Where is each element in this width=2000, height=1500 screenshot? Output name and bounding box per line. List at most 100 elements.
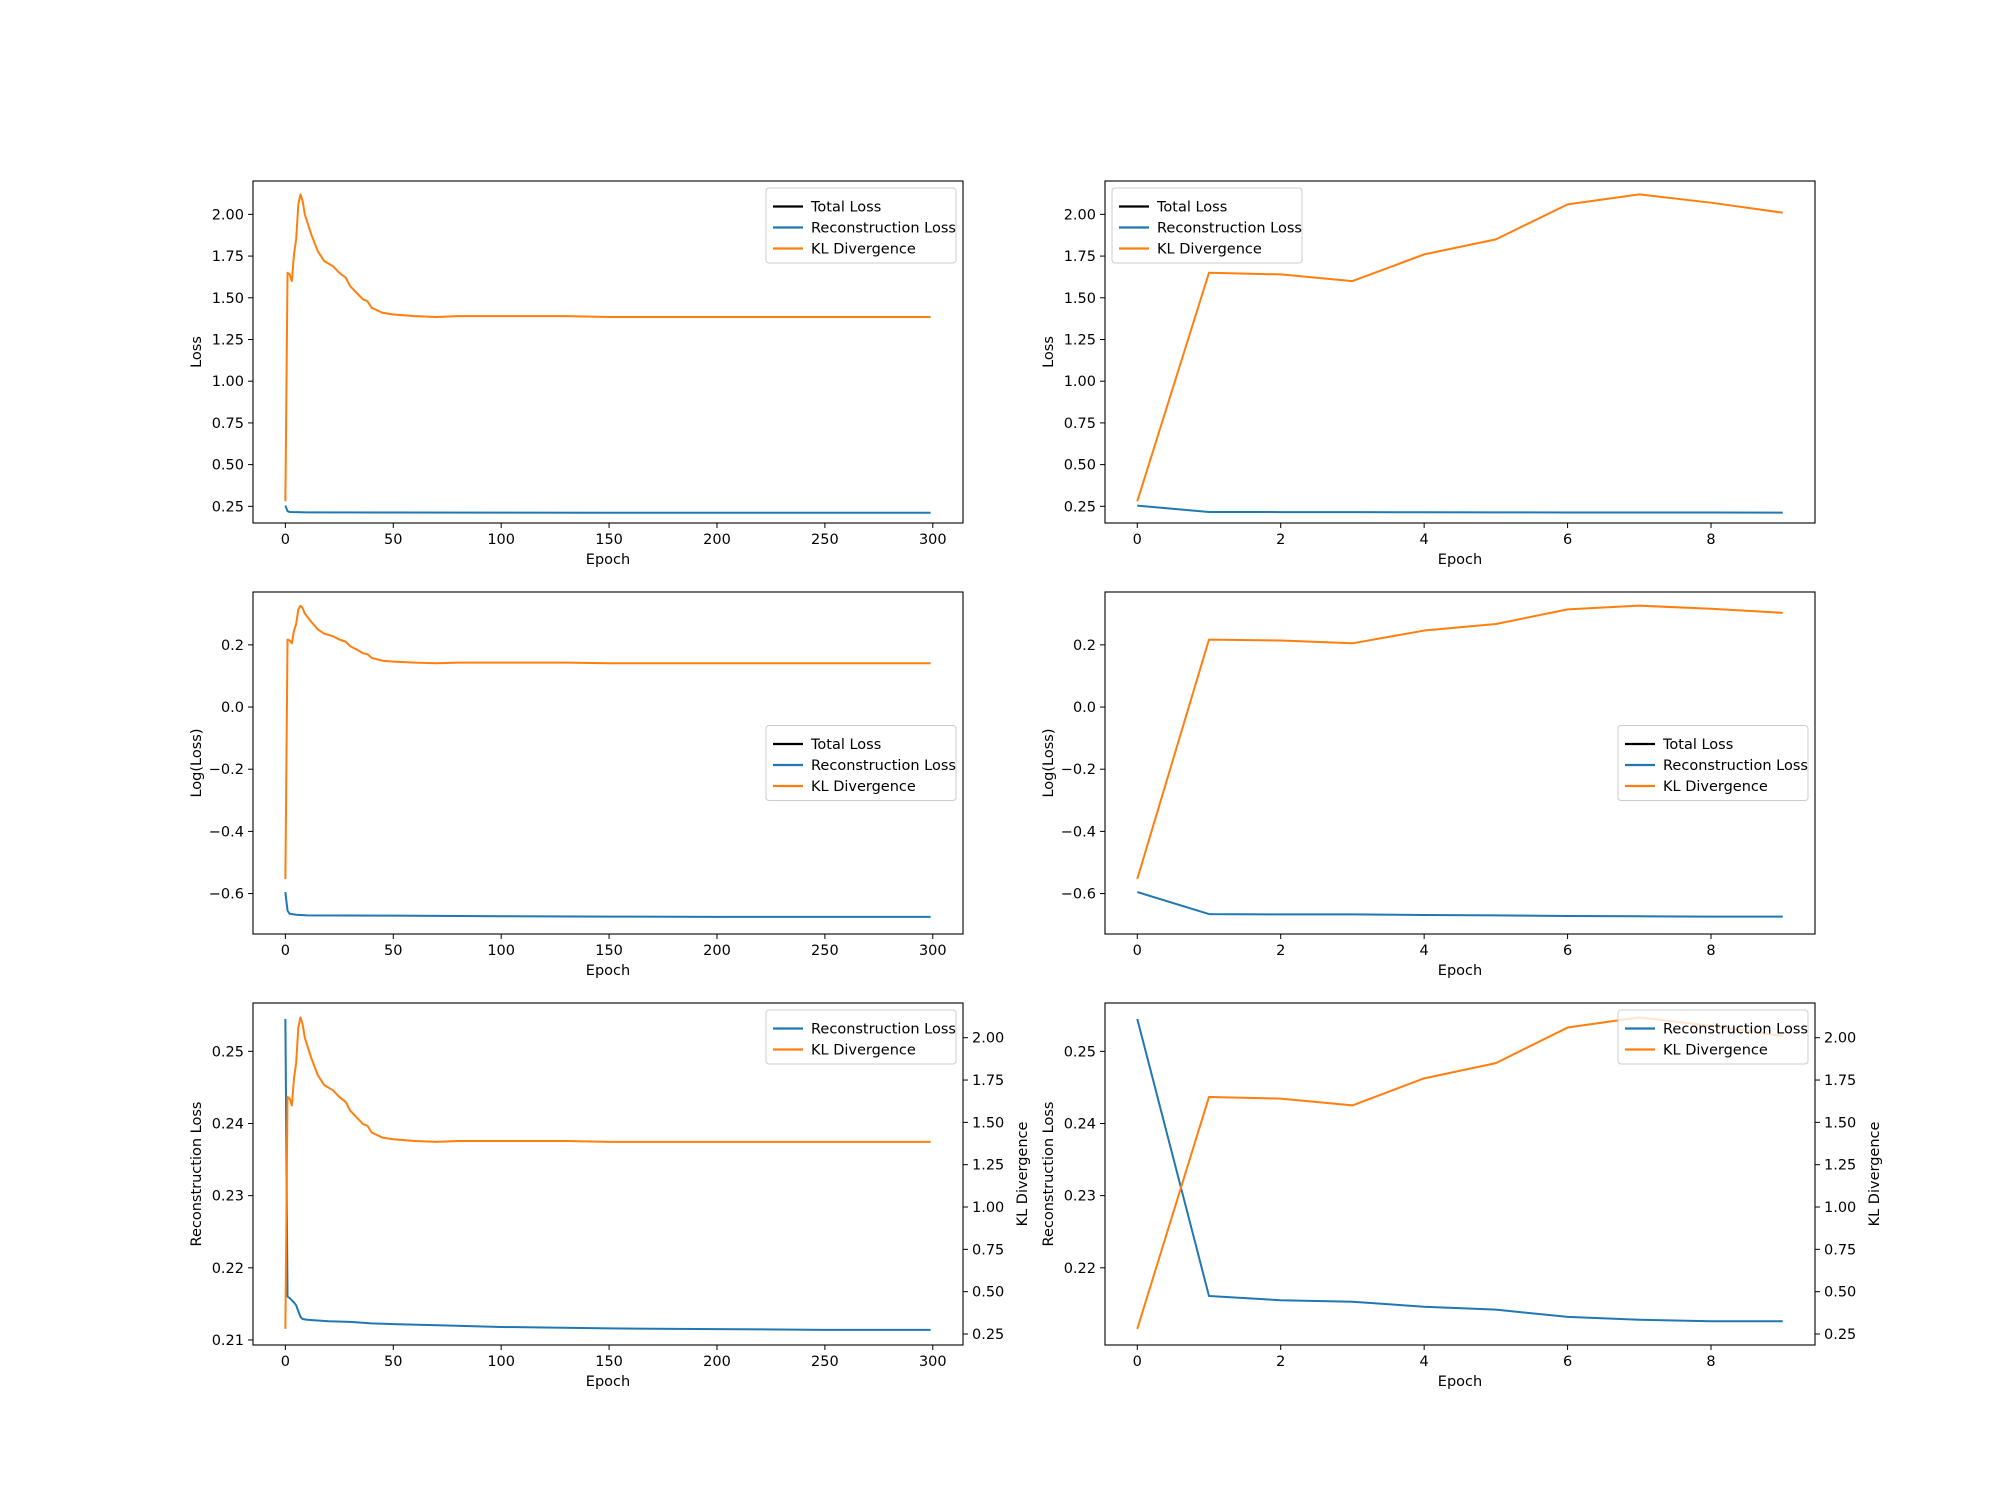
legend: Total Loss Reconstruction Loss KL Divergen…	[1617, 725, 1809, 801]
series-line-kl-divergence	[284, 1016, 931, 1329]
y2-axis-label: KL Divergence	[1867, 1122, 1883, 1227]
y-axis-label: Log(Loss)	[189, 728, 205, 797]
plot-frame	[252, 180, 964, 524]
y-tick-label: −0.6	[1061, 887, 1096, 903]
y-tick-label: 0.50	[212, 458, 244, 474]
y2-tick-label: 0.50	[972, 1285, 1004, 1301]
y-tick-label: 0.0	[221, 700, 244, 716]
x-tick-label: 0	[281, 532, 290, 548]
x-tick-label: 4	[1420, 532, 1429, 548]
y-tick-label: −0.2	[209, 762, 244, 778]
y-tick-label: −0.4	[209, 824, 244, 840]
y-tick-label: 1.75	[212, 249, 244, 265]
series-line-reconstruction-loss	[284, 891, 931, 918]
y-tick-label: 0.22	[212, 1261, 244, 1277]
x-tick-label: 8	[1706, 1354, 1715, 1370]
subplot-p3: 0 50 100 150 200 250 300 −0.6 −0.4 −0.2 0.0 0.2 Epoc…	[189, 591, 964, 979]
y-tick-label: 1.25	[212, 332, 244, 348]
legend-entry-label: KL Divergence	[811, 1043, 916, 1059]
y-axis-label: Reconstruction Loss	[1041, 1102, 1057, 1247]
x-tick-label: 4	[1420, 1354, 1429, 1370]
x-tick-label: 6	[1563, 1354, 1572, 1370]
y2-tick-label: 1.75	[972, 1073, 1004, 1089]
y-tick-label: −0.6	[209, 887, 244, 903]
x-tick-label: 250	[811, 943, 839, 959]
y2-tick-label: 1.25	[1824, 1158, 1856, 1174]
x-tick-label: 6	[1563, 532, 1572, 548]
x-tick-label: 2	[1276, 532, 1285, 548]
x-tick-label: 150	[595, 532, 623, 548]
y-tick-label: 1.50	[1064, 291, 1096, 307]
y-tick-label: 0.25	[1064, 1044, 1096, 1060]
x-tick-label: 250	[811, 1354, 839, 1370]
x-tick-label: 100	[487, 532, 515, 548]
series-line-reconstruction-loss	[284, 1018, 931, 1331]
series-line-reconstruction-loss	[284, 505, 931, 514]
y-tick-label: 0.25	[1064, 499, 1096, 515]
legend-entry-label: Total Loss	[810, 200, 881, 216]
y-tick-label: 0.25	[212, 499, 244, 515]
x-axis-label: Epoch	[586, 963, 630, 979]
x-tick-label: 100	[487, 943, 515, 959]
y-tick-label: −0.2	[1061, 762, 1096, 778]
subplot-p6: 0 2 4 6 8 0.22 0.23 0.24 0.25 0.25 0.50 0.75 1.00 1.2…	[1041, 1002, 1883, 1390]
legend-entry-label: KL Divergence	[811, 242, 916, 258]
y-tick-label: 0.23	[212, 1189, 244, 1205]
y-tick-label: −0.4	[1061, 824, 1096, 840]
y-tick-label: 1.75	[1064, 249, 1096, 265]
x-tick-label: 0	[1133, 532, 1142, 548]
legend: Total Loss Reconstruction Loss KL Divergen…	[765, 725, 957, 801]
plot-frame	[252, 591, 964, 935]
legend: Total Loss Reconstruction Loss KL Divergen…	[765, 187, 957, 264]
y-tick-label: 1.25	[1064, 332, 1096, 348]
y2-tick-label: 0.25	[972, 1327, 1004, 1343]
y-tick-label: 1.50	[212, 291, 244, 307]
x-tick-label: 0	[1133, 1354, 1142, 1370]
y-tick-label: 0.2	[1073, 638, 1096, 654]
x-tick-label: 50	[384, 532, 402, 548]
y2-tick-label: 1.25	[972, 1158, 1004, 1174]
series-line-kl-divergence	[284, 604, 931, 879]
x-tick-label: 50	[384, 1354, 402, 1370]
y-tick-label: 0.25	[212, 1044, 244, 1060]
series-line-kl-divergence	[1136, 604, 1783, 880]
y2-tick-label: 1.50	[972, 1115, 1004, 1131]
legend-entry-label: KL Divergence	[1157, 242, 1262, 258]
y-tick-label: 0.0	[1073, 700, 1096, 716]
x-tick-label: 0	[1133, 943, 1142, 959]
x-tick-label: 200	[703, 532, 731, 548]
y-tick-label: 1.00	[212, 374, 244, 390]
legend-entry-label: Reconstruction Loss	[811, 221, 956, 237]
series-line-kl-divergence	[1136, 193, 1783, 502]
x-tick-label: 300	[919, 532, 947, 548]
y-tick-label: 0.50	[1064, 458, 1096, 474]
x-tick-label: 8	[1706, 532, 1715, 548]
y2-tick-label: 0.50	[1824, 1285, 1856, 1301]
x-axis-label: Epoch	[1438, 552, 1482, 568]
legend-entry-label: Reconstruction Loss	[811, 1022, 956, 1038]
x-axis-label: Epoch	[1438, 963, 1482, 979]
x-tick-label: 100	[487, 1354, 515, 1370]
legend: Total Loss Reconstruction Loss KL Divergen…	[1111, 187, 1303, 264]
x-tick-label: 150	[595, 1354, 623, 1370]
legend-entry-label: Reconstruction Loss	[1157, 221, 1302, 237]
y-tick-label: 0.75	[212, 416, 244, 432]
subplot-p2: 0 2 4 6 8 0.25 0.50 0.75 1.00 1.25 1.50 1.75 2.00 Epo…	[1041, 180, 1816, 568]
x-tick-label: 50	[384, 943, 402, 959]
x-tick-label: 6	[1563, 943, 1572, 959]
y-tick-label: 0.22	[1064, 1261, 1096, 1277]
y2-tick-label: 1.75	[1824, 1073, 1856, 1089]
legend-entry-label: KL Divergence	[1663, 1043, 1768, 1059]
plot-frame	[1104, 1002, 1816, 1346]
y-tick-label: 2.00	[1064, 207, 1096, 223]
legend-entry-label: Reconstruction Loss	[1663, 758, 1808, 774]
x-tick-label: 2	[1276, 1354, 1285, 1370]
y-tick-label: 0.23	[1064, 1189, 1096, 1205]
plot-frame	[1104, 180, 1816, 524]
y-axis-label: Reconstruction Loss	[189, 1102, 205, 1247]
y2-tick-label: 2.00	[1824, 1031, 1856, 1047]
y-tick-label: 0.21	[212, 1333, 244, 1349]
legend-entry-label: KL Divergence	[1663, 779, 1768, 795]
legend-entry-label: Total Loss	[1662, 737, 1733, 753]
x-tick-label: 0	[281, 943, 290, 959]
